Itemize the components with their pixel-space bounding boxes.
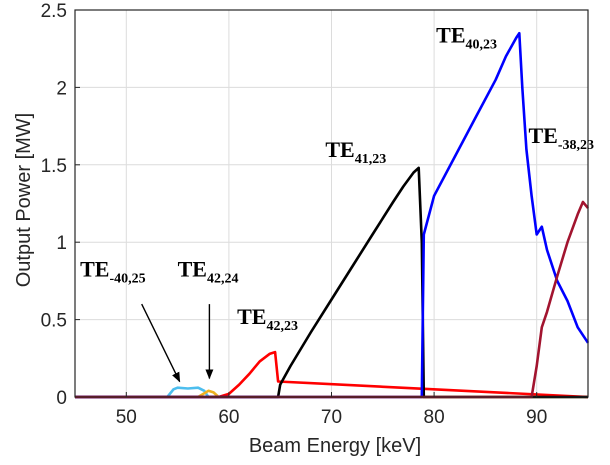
mode-label-subscript: 42,24 (207, 271, 239, 286)
y-tick-label: 0 (56, 388, 67, 409)
mode-label-base: TE (80, 256, 109, 281)
mode-label-base: TE (178, 256, 207, 281)
mode-label: TE41,23 (325, 137, 386, 167)
x-tick-label: 90 (526, 407, 547, 428)
series-line-5 (75, 31, 590, 399)
x-axis-label: Beam Energy [keV] (249, 435, 421, 457)
mode-label: TE-38,23 (528, 123, 594, 153)
x-tick-label: 70 (321, 407, 342, 428)
mode-label-subscript: 42,23 (266, 319, 298, 334)
series-line-6 (75, 200, 589, 399)
y-tick-label: 2 (56, 78, 67, 99)
grid (75, 9, 588, 398)
x-tick-label: 80 (424, 407, 445, 428)
mode-label-base: TE (528, 123, 557, 148)
mode-label-subscript: -38,23 (558, 138, 594, 153)
mode-annotations: TE-40,25 TE42,24TE42,23TE41,23TE40,23TE-3… (80, 23, 594, 383)
mode-label: TE40,23 (436, 23, 497, 53)
series-line-1 (75, 386, 588, 399)
y-axis-label: Output Power [MW] (13, 113, 35, 288)
x-tick-label: 60 (218, 407, 239, 428)
y-tick-label: 2.5 (41, 1, 67, 22)
mode-label-base: TE (436, 23, 465, 48)
tick-labels: 50 60 70 80 90 0 0.5 1 1.5 2 2.5 (41, 1, 548, 428)
mode-label-base: TE (325, 137, 354, 162)
mode-label-base: TE (237, 304, 266, 329)
mode-label: TE42,24 (178, 256, 239, 286)
y-tick-label: 1.5 (41, 156, 67, 177)
mode-label: TE42,23 (237, 304, 298, 334)
mode-label-subscript: 40,23 (466, 38, 498, 53)
mode-label-subscript: 41,23 (355, 152, 387, 167)
y-tick-label: 1 (56, 233, 67, 254)
x-tick-label: 50 (116, 407, 137, 428)
mode-label-subscript: -40,25 (109, 271, 145, 286)
series-line-3 (75, 350, 589, 399)
mode-label: TE-40,25 (80, 256, 146, 286)
annotation-arrow (141, 303, 181, 383)
y-tick-label: 0.5 (41, 311, 67, 332)
series-line-4 (75, 166, 588, 399)
